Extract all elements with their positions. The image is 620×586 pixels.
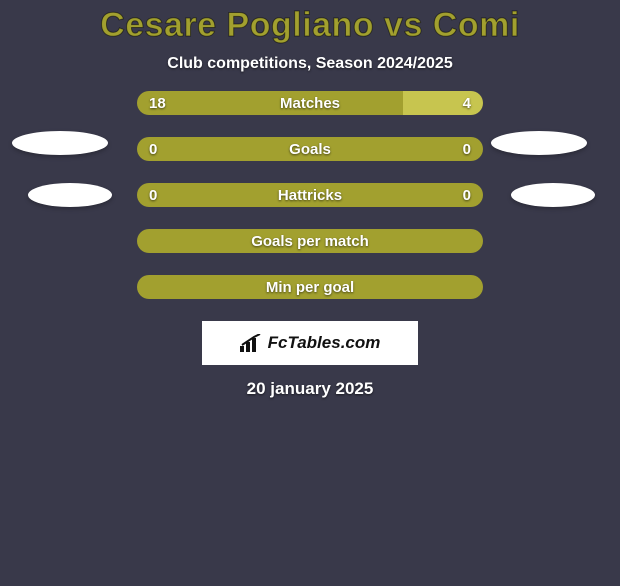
stat-row-goals-per-match: Goals per match <box>137 229 483 253</box>
stat-left-value: 18 <box>149 91 166 115</box>
brand-text: FcTables.com <box>268 333 381 353</box>
stat-label: Min per goal <box>137 275 483 299</box>
stat-right-value: 0 <box>463 137 471 161</box>
stat-right-value: 0 <box>463 183 471 207</box>
date-text: 20 january 2025 <box>0 379 620 399</box>
player-oval-2 <box>491 131 587 155</box>
brand-badge: FcTables.com <box>202 321 418 365</box>
stat-label: Goals per match <box>137 229 483 253</box>
player-oval-3 <box>511 183 595 207</box>
page-title: Cesare Pogliano vs Comi <box>0 6 620 45</box>
stat-row-matches: Matches18 4 <box>137 91 483 115</box>
stat-label: Hattricks <box>137 183 483 207</box>
subtitle: Club competitions, Season 2024/2025 <box>0 55 620 73</box>
stat-row-hattricks: Hattricks0 0 <box>137 183 483 207</box>
bars-icon <box>240 334 262 352</box>
stat-left-value: 0 <box>149 137 157 161</box>
player-oval-1 <box>28 183 112 207</box>
stat-label: Matches <box>137 91 483 115</box>
stat-left-value: 0 <box>149 183 157 207</box>
stat-label: Goals <box>137 137 483 161</box>
stat-row-min-per-goal: Min per goal <box>137 275 483 299</box>
stat-right-value: 4 <box>463 91 471 115</box>
player-oval-0 <box>12 131 108 155</box>
stat-row-goals: Goals0 0 <box>137 137 483 161</box>
comparison-rows: Matches184Goals00Hattricks00Goals per ma… <box>137 91 483 299</box>
